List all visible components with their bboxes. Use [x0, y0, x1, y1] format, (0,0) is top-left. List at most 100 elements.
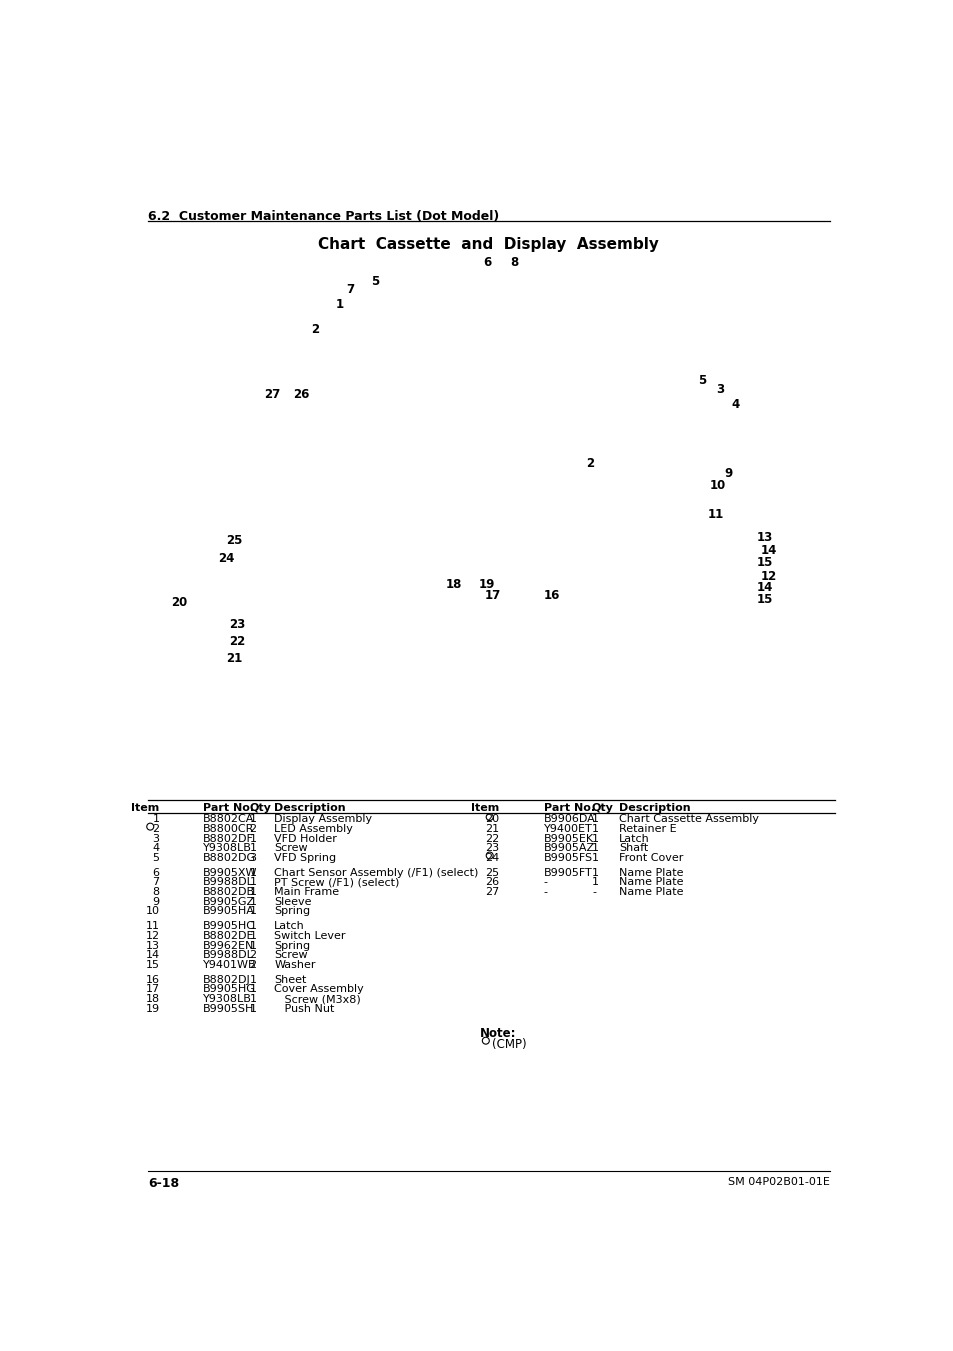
Text: B8800CR: B8800CR: [203, 824, 254, 834]
Text: B8802DJ: B8802DJ: [203, 975, 251, 985]
Text: -: -: [543, 877, 547, 888]
Text: 21: 21: [226, 653, 242, 665]
Text: 1: 1: [249, 867, 256, 878]
Text: Screw (M3x8): Screw (M3x8): [274, 994, 360, 1004]
Text: 14: 14: [756, 581, 772, 594]
Text: 8: 8: [510, 255, 518, 269]
Text: Name Plate: Name Plate: [618, 867, 683, 878]
Text: 22: 22: [484, 834, 498, 843]
Text: 1: 1: [249, 877, 256, 888]
Text: 22: 22: [229, 635, 245, 647]
Text: Retainer E: Retainer E: [618, 824, 676, 834]
Text: Y9400ET: Y9400ET: [543, 824, 592, 834]
Text: 27: 27: [264, 388, 280, 401]
Text: Shaft: Shaft: [618, 843, 648, 854]
Text: 12: 12: [145, 931, 159, 940]
Text: 17: 17: [145, 985, 159, 994]
Text: 15: 15: [146, 959, 159, 970]
Text: Item: Item: [470, 802, 498, 813]
Text: 1: 1: [592, 834, 598, 843]
Text: B9905SH: B9905SH: [203, 1004, 254, 1013]
Text: 26: 26: [293, 388, 309, 401]
Text: B9905HG: B9905HG: [203, 985, 255, 994]
Circle shape: [482, 1038, 489, 1044]
Text: B9905EK: B9905EK: [543, 834, 594, 843]
Text: 26: 26: [484, 877, 498, 888]
Text: 15: 15: [756, 593, 772, 607]
Text: 1: 1: [249, 843, 256, 854]
Text: 1: 1: [592, 824, 598, 834]
Text: 6: 6: [152, 867, 159, 878]
Text: 27: 27: [484, 888, 498, 897]
Text: Display Assembly: Display Assembly: [274, 815, 372, 824]
Text: Y9401WB: Y9401WB: [203, 959, 256, 970]
Text: B8802CA: B8802CA: [203, 815, 254, 824]
Text: -: -: [543, 888, 547, 897]
Text: 2: 2: [249, 959, 256, 970]
Text: B8802DG: B8802DG: [203, 852, 255, 863]
Text: Screw: Screw: [274, 950, 308, 961]
Text: 17: 17: [484, 589, 500, 603]
Text: 7: 7: [346, 282, 354, 296]
Text: VFD Holder: VFD Holder: [274, 834, 336, 843]
Text: 1: 1: [249, 1004, 256, 1013]
Text: 2: 2: [249, 824, 256, 834]
Text: Screw: Screw: [274, 843, 308, 854]
Text: (CMP): (CMP): [492, 1038, 526, 1051]
Circle shape: [147, 823, 153, 830]
Text: 2: 2: [311, 323, 319, 336]
Text: B9905HC: B9905HC: [203, 921, 254, 931]
Text: 19: 19: [478, 578, 495, 590]
Text: Item: Item: [132, 802, 159, 813]
Text: B8802DE: B8802DE: [203, 931, 254, 940]
Text: 1: 1: [249, 940, 256, 951]
Text: B9905FS: B9905FS: [543, 852, 593, 863]
Text: 1: 1: [249, 897, 256, 907]
Text: 2: 2: [586, 458, 594, 470]
Text: -: -: [592, 888, 596, 897]
Text: B9905HA: B9905HA: [203, 907, 254, 916]
Text: 2: 2: [152, 824, 159, 834]
Text: 13: 13: [756, 531, 772, 544]
Text: 2: 2: [249, 950, 256, 961]
Text: 10: 10: [709, 480, 725, 492]
Text: Push Nut: Push Nut: [274, 1004, 335, 1013]
Text: 14: 14: [760, 544, 776, 558]
Text: B8802DB: B8802DB: [203, 888, 254, 897]
Text: 14: 14: [145, 950, 159, 961]
Text: 20: 20: [172, 596, 188, 609]
Text: B9988DL: B9988DL: [203, 950, 253, 961]
Text: 21: 21: [484, 824, 498, 834]
Text: Main Frame: Main Frame: [274, 888, 339, 897]
Text: Part No.: Part No.: [543, 802, 595, 813]
Text: 4: 4: [152, 843, 159, 854]
Text: 1: 1: [249, 907, 256, 916]
Text: 5: 5: [152, 852, 159, 863]
Text: B9905AZ: B9905AZ: [543, 843, 595, 854]
Text: Qty: Qty: [592, 802, 613, 813]
Text: Cover Assembly: Cover Assembly: [274, 985, 364, 994]
Text: Chart Cassette Assembly: Chart Cassette Assembly: [618, 815, 759, 824]
Text: Chart Sensor Assembly (/F1) (select): Chart Sensor Assembly (/F1) (select): [274, 867, 478, 878]
Circle shape: [486, 813, 493, 820]
Text: 3: 3: [152, 834, 159, 843]
Text: Latch: Latch: [274, 921, 305, 931]
Text: Part No.: Part No.: [203, 802, 253, 813]
Text: 18: 18: [145, 994, 159, 1004]
Text: 25: 25: [484, 867, 498, 878]
Text: B8802DF: B8802DF: [203, 834, 253, 843]
Text: 7: 7: [152, 877, 159, 888]
Circle shape: [486, 852, 493, 859]
Text: 1: 1: [592, 843, 598, 854]
Text: B9905FT: B9905FT: [543, 867, 592, 878]
Text: Y9308LB: Y9308LB: [203, 843, 252, 854]
Text: 6-18: 6-18: [148, 1177, 179, 1190]
Text: B9962EN: B9962EN: [203, 940, 254, 951]
Text: Washer: Washer: [274, 959, 315, 970]
Text: 25: 25: [226, 535, 242, 547]
Text: 5: 5: [371, 276, 378, 288]
Text: 20: 20: [484, 815, 498, 824]
Text: 1: 1: [152, 815, 159, 824]
Text: 3: 3: [249, 852, 256, 863]
Text: Front Cover: Front Cover: [618, 852, 682, 863]
